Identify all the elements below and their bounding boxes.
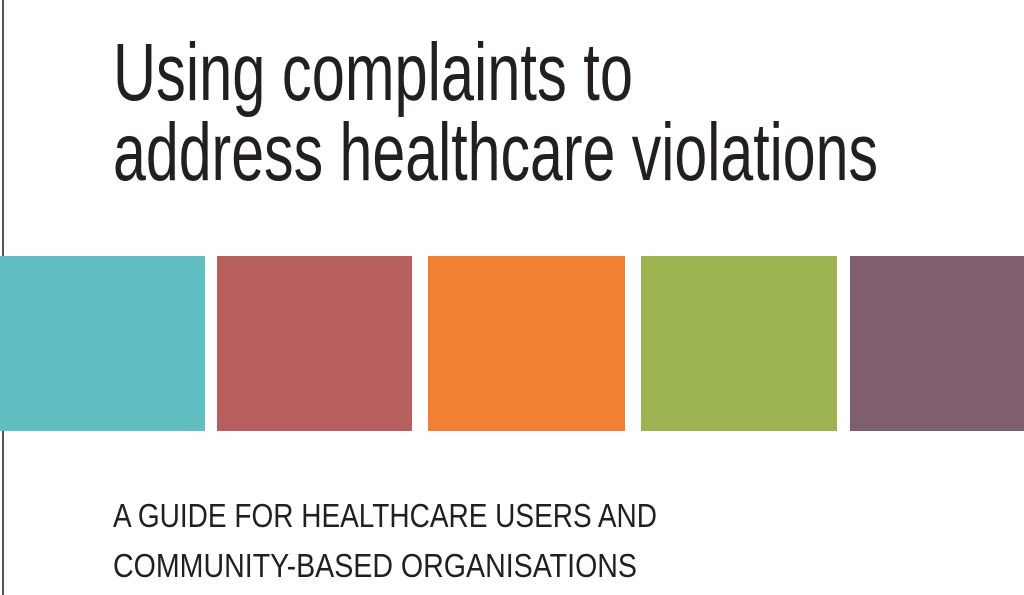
- subtitle-line: A GUIDE FOR HEALTHCARE USERS AND: [113, 497, 657, 534]
- color-block: [0, 256, 205, 431]
- color-block: [850, 256, 1024, 431]
- title-line: address healthcare violations: [113, 107, 878, 198]
- subtitle-line: COMMUNITY-BASED ORGANISATIONS: [113, 547, 637, 584]
- color-block: [217, 256, 412, 431]
- title-line: Using complaints to: [113, 27, 633, 118]
- color-block: [641, 256, 837, 431]
- color-block: [428, 256, 625, 431]
